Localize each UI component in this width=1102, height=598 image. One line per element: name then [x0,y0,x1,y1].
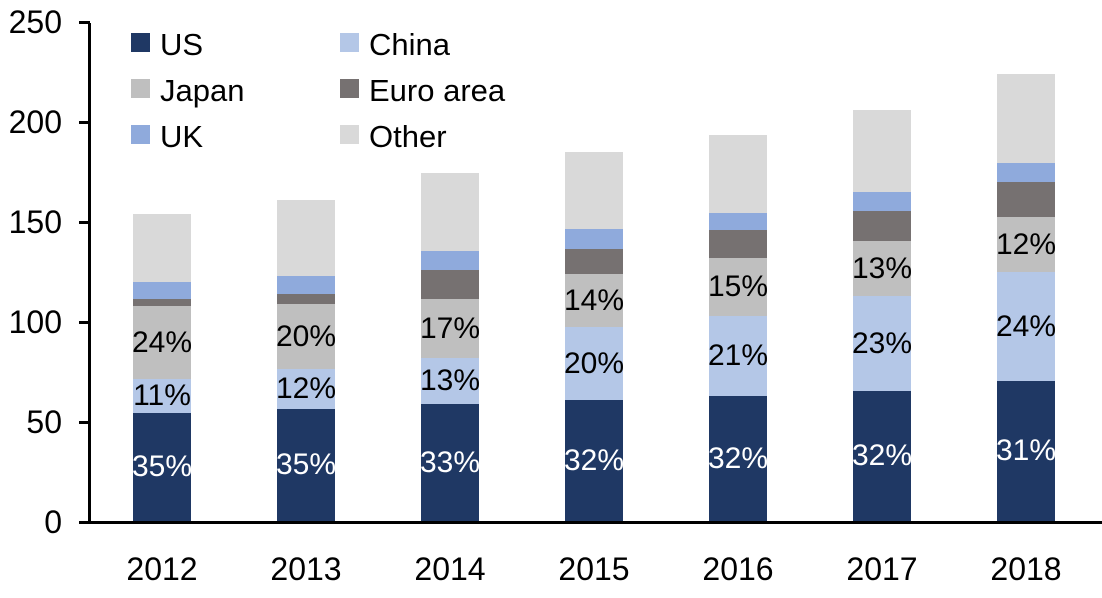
bar-segment-us [709,396,767,521]
bar-segment-euro-area [565,249,623,274]
y-axis-tick [79,121,90,124]
segment-percent-label: 33% [419,445,481,479]
legend-swatch-japan [131,79,150,98]
segment-percent-label: 35% [131,450,193,483]
bar-segment-other [277,200,335,276]
legend-swatch-china [340,33,359,52]
segment-percent-label: 31% [995,434,1057,467]
segment-percent-label: 23% [851,326,913,360]
bar-segment-japan [565,274,623,327]
segment-percent-label: 32% [563,443,625,477]
segment-percent-label: 21% [707,339,769,372]
bar-segment-uk [709,213,767,230]
bar-segment-japan [133,306,191,379]
bar-segment-other [421,173,479,251]
segment-percent-label: 20% [275,319,337,353]
bar-segment-other [565,152,623,229]
segment-percent-label: 11% [133,379,191,412]
segment-percent-label: 13% [851,251,913,285]
bar-segment-us [133,413,191,521]
bar-segment-china [133,379,191,413]
x-axis-label-2017: 2017 [846,551,918,587]
y-axis-tick-label: 100 [8,304,62,340]
bar-segment-euro-area [133,299,191,306]
legend-label-euro-area: Euro area [369,73,506,108]
x-axis-label-2014: 2014 [414,551,486,587]
legend-swatch-other [340,125,359,144]
y-axis-tick-label: 50 [26,404,62,440]
segment-percent-label: 12% [275,372,337,405]
y-axis-tick [79,321,90,324]
segment-percent-label: 32% [851,439,913,472]
legend-label-other: Other [369,119,447,154]
legend-label-japan: Japan [160,73,245,108]
bar-segment-uk [997,163,1055,182]
bar-segment-uk [277,276,335,294]
segment-percent-label: 14% [563,283,625,317]
bar-segment-china [853,296,911,391]
bar-segment-other [709,135,767,213]
legend-label-china: China [369,27,450,62]
segment-percent-label: 12% [995,227,1057,261]
bar-segment-us [853,391,911,521]
bar-segment-china [421,358,479,404]
bar-segment-us [997,381,1055,521]
bar-segment-uk [565,229,623,249]
segment-percent-label: 32% [707,441,769,475]
y-axis-tick-label: 250 [8,4,62,40]
y-axis-tick-label: 0 [44,504,62,540]
bar-segment-us [421,404,479,521]
x-axis-label-2016: 2016 [702,551,774,587]
x-axis-line [88,521,1102,524]
bar-segment-euro-area [421,270,479,299]
y-axis-tick [79,221,90,224]
bar-segment-uk [133,282,191,299]
bar-segment-other [997,74,1055,163]
y-axis-tick-label: 150 [8,204,62,240]
segment-percent-label: 24% [995,309,1057,343]
bar-segment-japan [853,241,911,296]
legend-label-uk: UK [160,119,204,154]
bar-segment-uk [853,192,911,211]
bar-segment-japan [709,258,767,316]
segment-percent-label: 35% [275,448,337,481]
legend-label-us: US [160,27,204,62]
x-axis-label-2015: 2015 [558,551,630,587]
segment-percent-label: 15% [707,270,769,303]
x-axis-label-2013: 2013 [270,551,342,587]
bar-segment-uk [421,251,479,270]
y-axis-line [88,23,91,524]
segment-percent-label: 13% [419,364,481,397]
bar-segment-japan [421,299,479,358]
segment-percent-label: 20% [563,346,625,380]
bar-segment-china [709,316,767,396]
y-axis-tick-label: 200 [8,104,62,140]
y-axis-tick [79,21,90,24]
bar-segment-other [853,110,911,192]
legend-swatch-euro-area [340,79,359,98]
bar-segment-euro-area [709,230,767,258]
segment-percent-label: 17% [419,311,481,345]
segment-percent-label: 24% [131,325,193,359]
bar-segment-japan [997,217,1055,272]
legend-swatch-us [131,33,150,52]
bar-segment-china [277,369,335,409]
bar-segment-euro-area [997,182,1055,217]
bar-segment-china [997,272,1055,381]
bar-segment-euro-area [277,294,335,304]
y-axis-tick [79,521,90,524]
legend-swatch-uk [131,125,150,144]
bar-segment-other [133,214,191,282]
bar-segment-japan [277,304,335,369]
x-axis-label-2012: 2012 [126,551,198,587]
bar-segment-euro-area [853,211,911,241]
bar-segment-us [565,400,623,521]
bar-segment-us [277,409,335,521]
y-axis-tick [79,421,90,424]
x-axis-label-2018: 2018 [990,551,1062,587]
bar-segment-china [565,327,623,400]
